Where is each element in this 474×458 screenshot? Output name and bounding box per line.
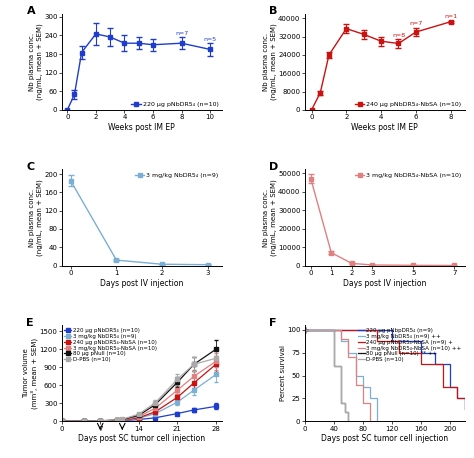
Y-axis label: Tumor volume
(mm³, mean + SEM): Tumor volume (mm³, mean + SEM) (24, 338, 38, 409)
Text: E: E (27, 317, 34, 327)
X-axis label: Days post SC tumor cell injection: Days post SC tumor cell injection (78, 434, 205, 443)
X-axis label: Days post IV injection: Days post IV injection (100, 278, 183, 288)
X-axis label: Days post IV injection: Days post IV injection (343, 278, 426, 288)
Y-axis label: Nb plasma conc.
(ng/mL, mean + SEM): Nb plasma conc. (ng/mL, mean + SEM) (263, 23, 277, 100)
Legend: 220 μg pNbDR5₄ (n=10): 220 μg pNbDR5₄ (n=10) (131, 101, 219, 107)
Legend: 240 μg pNbDR5₄-NbSA (n=10): 240 μg pNbDR5₄-NbSA (n=10) (355, 101, 461, 107)
Legend: 220 μg pNbpDR5₄ (n=9), 3 mg/kg NbDR5₄ (n=9) ++, 240 μg pNbDR5₄-NbSA (n=9) +, 3 m: 220 μg pNbpDR5₄ (n=9), 3 mg/kg NbDR5₄ (n… (358, 328, 462, 362)
X-axis label: Days post SC tumor cell injection: Days post SC tumor cell injection (321, 434, 448, 443)
Y-axis label: Nb plasma conc.
(ng/mL, mean + SEM): Nb plasma conc. (ng/mL, mean + SEM) (29, 179, 43, 256)
Text: n=5: n=5 (203, 37, 217, 42)
Legend: 3 mg/kg NbDR5₄ (n=9): 3 mg/kg NbDR5₄ (n=9) (135, 173, 219, 178)
Text: B: B (269, 6, 278, 16)
Y-axis label: Percent survival: Percent survival (280, 345, 285, 401)
Y-axis label: Nb plasma conc.
(ng/mL, mean + SEM): Nb plasma conc. (ng/mL, mean + SEM) (29, 23, 43, 100)
Text: D: D (269, 162, 279, 172)
X-axis label: Weeks post IM EP: Weeks post IM EP (351, 123, 418, 132)
Y-axis label: Nb plasma conc.
(ng/mL, mean + SEM): Nb plasma conc. (ng/mL, mean + SEM) (263, 179, 277, 256)
Legend: 3 mg/kg NbDR5₄-NbSA (n=10): 3 mg/kg NbDR5₄-NbSA (n=10) (355, 173, 461, 178)
Text: n=8: n=8 (392, 33, 405, 38)
Text: n=1: n=1 (444, 15, 457, 19)
Text: A: A (27, 6, 35, 16)
Text: F: F (269, 317, 277, 327)
Text: n=7: n=7 (175, 31, 188, 36)
Legend: 220 μg pNbDR5₄ (n=10), 3 mg/kg NbDR5₄ (n=9), 240 μg pNbDR5₄-NbSA (n=10), 3 mg/kg: 220 μg pNbDR5₄ (n=10), 3 mg/kg NbDR5₄ (n… (64, 328, 157, 362)
X-axis label: Weeks post IM EP: Weeks post IM EP (108, 123, 175, 132)
Text: C: C (27, 162, 35, 172)
Text: n=7: n=7 (409, 22, 422, 26)
